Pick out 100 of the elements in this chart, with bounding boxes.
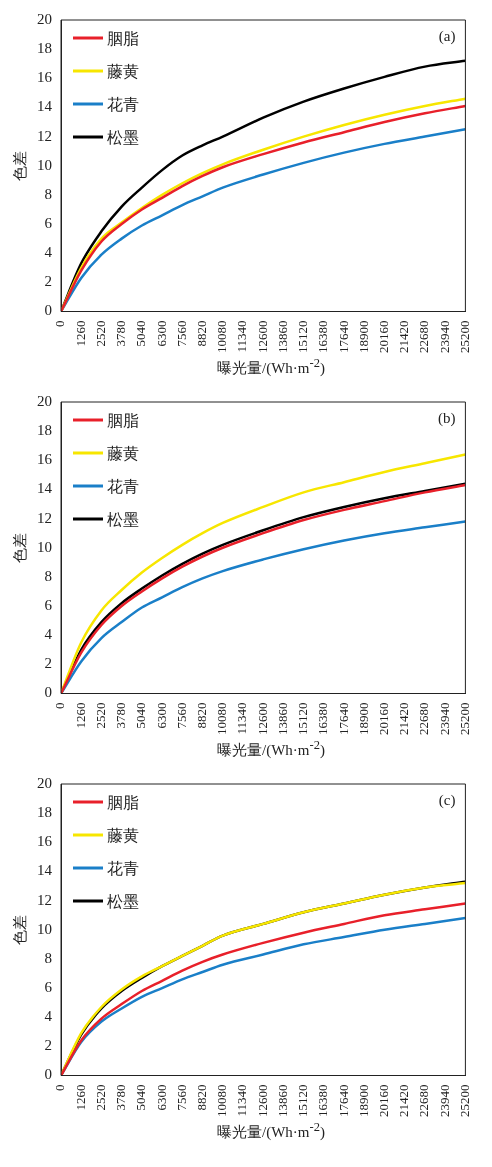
- x-tick-label: 8820: [193, 1084, 209, 1111]
- x-tick-label: 18900: [355, 1084, 371, 1117]
- y-tick-label: 12: [37, 891, 52, 908]
- legend-label: 花青: [107, 859, 139, 879]
- x-tick-label: 20160: [375, 320, 391, 353]
- x-axis-title: 曝光量/(Wh·m$^{-2}$): [216, 356, 326, 378]
- x-tick-label: 6300: [153, 1084, 169, 1111]
- y-tick-label: 8: [44, 567, 52, 584]
- y-tick-label: 6: [44, 214, 53, 231]
- legend-label: 藤黄: [107, 444, 139, 464]
- x-tick-label: 15120: [295, 320, 311, 353]
- y-tick-label: 20: [37, 392, 52, 409]
- x-tick-label: 17640: [335, 1084, 351, 1117]
- x-tick-label: 25200: [456, 320, 472, 353]
- x-tick-label: 12600: [254, 320, 270, 353]
- x-tick-label: 11340: [234, 320, 250, 353]
- y-tick-label: 2: [44, 1037, 52, 1054]
- y-tick-label: 6: [44, 596, 53, 613]
- x-tick-label: 5040: [133, 702, 149, 729]
- y-tick-label: 18: [37, 422, 52, 439]
- x-tick-label: 5040: [133, 320, 149, 347]
- x-tick-label: 5040: [133, 1084, 149, 1111]
- y-axis-title: 色差: [10, 914, 29, 945]
- x-tick-label: 13860: [274, 702, 290, 735]
- y-tick-label: 10: [37, 920, 52, 937]
- x-tick-label: 1260: [72, 320, 88, 347]
- legend-label: 胭脂: [107, 411, 139, 431]
- x-tick-label: 23940: [436, 702, 452, 735]
- y-tick-label: 0: [44, 302, 52, 319]
- x-tick-label: 25200: [456, 702, 472, 735]
- y-tick-label: 4: [44, 244, 53, 261]
- x-tick-label: 3780: [113, 702, 129, 729]
- x-tick-label: 2520: [92, 1084, 108, 1111]
- x-tick-label: 22680: [416, 702, 432, 735]
- y-tick-label: 20: [37, 10, 52, 27]
- x-tick-label: 1260: [72, 702, 88, 729]
- legend-label: 胭脂: [107, 29, 139, 49]
- x-tick-label: 23940: [436, 320, 452, 353]
- x-tick-label: 16380: [315, 702, 331, 735]
- annotation: (b): [437, 410, 456, 428]
- x-tick-label: 0: [52, 702, 68, 709]
- x-tick-label: 21420: [396, 1084, 412, 1117]
- x-tick-label: 25200: [456, 1084, 472, 1117]
- x-tick-label: 0: [52, 1084, 68, 1091]
- legend-label: 胭脂: [107, 793, 139, 813]
- x-tick-label: 20160: [375, 702, 391, 735]
- y-axis-title: 色差: [10, 150, 29, 181]
- x-tick-label: 13860: [274, 320, 290, 353]
- y-tick-label: 20: [37, 774, 52, 791]
- annotation: (c): [438, 792, 456, 810]
- x-tick-label: 8820: [193, 702, 209, 729]
- x-tick-label: 16380: [315, 1084, 331, 1117]
- x-tick-label: 3780: [113, 320, 129, 347]
- y-tick-label: 4: [44, 626, 53, 643]
- y-tick-label: 16: [37, 451, 53, 468]
- y-tick-label: 0: [44, 684, 52, 701]
- x-tick-label: 23940: [436, 1084, 452, 1117]
- y-tick-label: 14: [37, 480, 53, 497]
- y-axis-title: 色差: [10, 532, 29, 563]
- y-tick-label: 16: [37, 69, 53, 86]
- y-tick-label: 4: [44, 1008, 53, 1025]
- x-tick-label: 21420: [396, 320, 412, 353]
- legend-label: 藤黄: [107, 62, 139, 82]
- x-tick-label: 13860: [274, 1084, 290, 1117]
- legend-label: 松墨: [107, 128, 139, 148]
- y-tick-label: 10: [37, 156, 52, 173]
- x-tick-label: 10080: [214, 320, 230, 353]
- x-tick-label: 7560: [173, 702, 189, 729]
- x-tick-label: 21420: [396, 702, 412, 735]
- annotation: (a): [438, 28, 456, 46]
- x-tick-label: 20160: [375, 1084, 391, 1117]
- x-tick-label: 10080: [214, 1084, 230, 1117]
- x-axis-title: 曝光量/(Wh·m$^{-2}$): [216, 738, 326, 760]
- y-tick-label: 0: [44, 1066, 52, 1083]
- x-tick-label: 3780: [113, 1084, 129, 1111]
- y-tick-label: 8: [44, 949, 52, 966]
- x-tick-label: 2520: [92, 702, 108, 729]
- y-tick-label: 12: [37, 509, 52, 526]
- y-tick-label: 8: [44, 185, 52, 202]
- y-tick-label: 6: [44, 978, 53, 995]
- legend-label: 藤黄: [107, 826, 139, 846]
- x-tick-label: 16380: [315, 320, 331, 353]
- x-tick-label: 2520: [92, 320, 108, 347]
- legend-label: 松墨: [107, 510, 139, 530]
- x-tick-label: 12600: [254, 702, 270, 735]
- y-tick-label: 10: [37, 538, 52, 555]
- legend-label: 松墨: [107, 892, 139, 912]
- y-tick-label: 18: [37, 804, 52, 821]
- x-tick-label: 7560: [173, 1084, 189, 1111]
- x-axis-title: 曝光量/(Wh·m$^{-2}$): [216, 1120, 326, 1142]
- y-tick-label: 2: [44, 273, 52, 290]
- x-tick-label: 7560: [173, 320, 189, 347]
- x-tick-label: 22680: [416, 1084, 432, 1117]
- y-tick-label: 12: [37, 127, 52, 144]
- y-tick-label: 18: [37, 40, 52, 57]
- x-tick-label: 1260: [72, 1084, 88, 1111]
- x-tick-label: 6300: [153, 702, 169, 729]
- x-tick-label: 10080: [214, 702, 230, 735]
- x-tick-label: 0: [52, 320, 68, 327]
- x-tick-label: 17640: [335, 702, 351, 735]
